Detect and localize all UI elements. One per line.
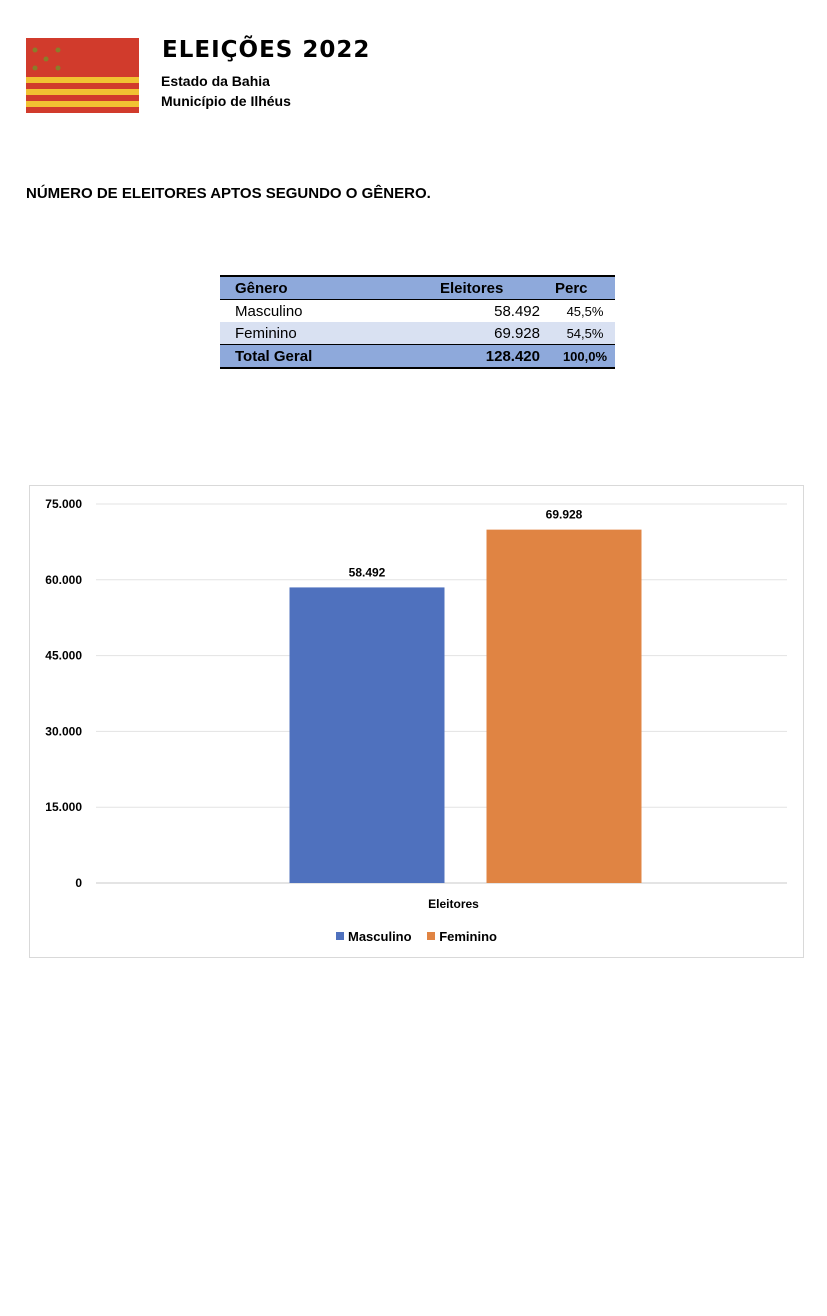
header-genero: Gênero bbox=[235, 279, 288, 297]
cell-total-percent: 100,0% bbox=[562, 348, 608, 364]
cell-total-voters: 128.420 bbox=[485, 347, 540, 365]
legend-swatch-feminino bbox=[427, 932, 436, 940]
header-eleitores: Eleitores bbox=[440, 279, 504, 297]
legend-item-masculino: Masculino bbox=[336, 929, 412, 944]
legend-item-feminino: Feminino bbox=[427, 929, 497, 944]
cell-voters: 69.928 bbox=[494, 324, 540, 342]
section-title: NÚMERO DE ELEITORES APTOS SEGUNDO O GÊNE… bbox=[26, 185, 431, 202]
legend-label-feminino: Feminino bbox=[439, 928, 497, 944]
cell-gender: Feminino bbox=[235, 324, 297, 342]
y-tick-label: 15.000 bbox=[45, 800, 82, 814]
cell-gender: Masculino bbox=[235, 302, 303, 320]
y-tick-label: 60.000 bbox=[45, 573, 82, 587]
table-header-row: Gênero Eleitores Perc bbox=[220, 276, 615, 300]
bar-chart: 0 15.000 30.000 45.000 60.000 75.000 58.492 69.… bbox=[29, 485, 804, 958]
legend-label-masculino: Masculino bbox=[348, 928, 412, 944]
page-title: ELEIÇÕES 2022 bbox=[162, 37, 371, 63]
table-row: Feminino 69.928 54,5% bbox=[220, 322, 615, 345]
table-row: Masculino 58.492 45,5% bbox=[220, 300, 615, 323]
bar-feminino bbox=[486, 529, 642, 883]
bar-masculino bbox=[289, 587, 445, 883]
bahia-flag-logo bbox=[26, 38, 139, 113]
cell-percent: 45,5% bbox=[566, 303, 604, 319]
x-axis-label: Eleitores bbox=[428, 897, 479, 911]
header-perc: Perc bbox=[555, 279, 588, 297]
chart-legend: Masculino Feminino bbox=[30, 928, 803, 944]
municipality-label: Município de Ilhéus bbox=[161, 93, 291, 109]
data-label-masculino: 58.492 bbox=[349, 565, 386, 579]
table-total-row: Total Geral 128.420 100,0% bbox=[220, 344, 615, 368]
y-tick-label: 75.000 bbox=[45, 497, 82, 511]
y-tick-label: 0 bbox=[75, 876, 82, 890]
y-tick-label: 45.000 bbox=[45, 649, 82, 663]
cell-total-label: Total Geral bbox=[235, 347, 313, 365]
y-tick-label: 30.000 bbox=[45, 724, 82, 738]
chart-canvas: 0 15.000 30.000 45.000 60.000 75.000 58.492 69.… bbox=[45, 497, 787, 911]
cell-voters: 58.492 bbox=[494, 302, 540, 320]
legend-swatch-masculino bbox=[336, 932, 344, 940]
cell-percent: 54,5% bbox=[566, 325, 604, 341]
data-label-feminino: 69.928 bbox=[546, 508, 583, 522]
voters-table: Gênero Eleitores Perc Masculino 58.492 4… bbox=[220, 275, 615, 369]
state-label: Estado da Bahia bbox=[161, 73, 270, 89]
